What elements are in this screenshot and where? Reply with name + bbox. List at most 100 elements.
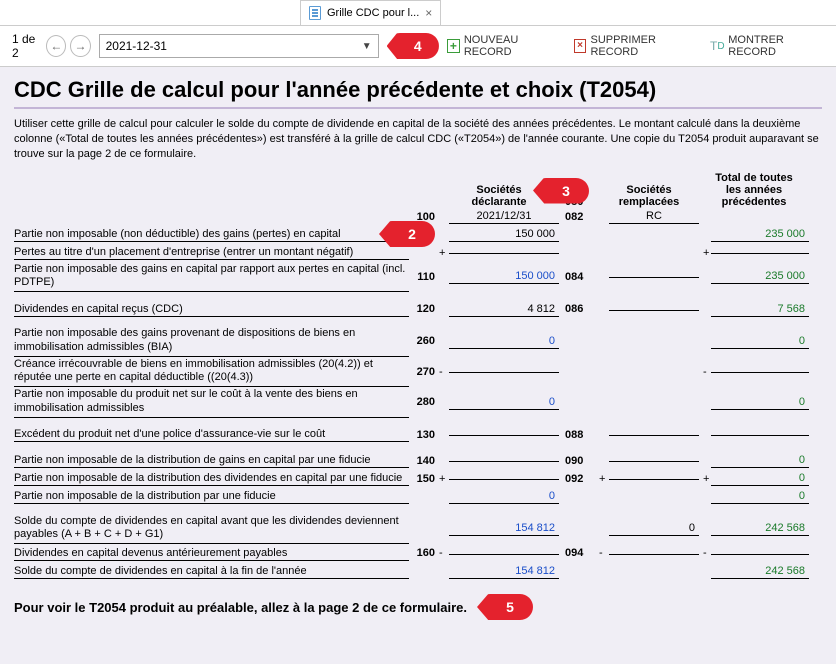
close-icon[interactable]: × — [425, 6, 432, 20]
row-label: Partie non imposable des gains provenant… — [14, 326, 409, 357]
prev-button[interactable]: ← — [46, 35, 66, 57]
value-remplacees[interactable] — [609, 459, 699, 462]
show-icon: TD — [710, 39, 724, 53]
grid-row: Dividendes en capital reçus (CDC)120 4 81… — [14, 300, 822, 318]
val-rc[interactable]: RC — [609, 209, 699, 224]
header-col-remplacees: Sociétés remplacées 3 — [599, 184, 699, 208]
line-code-b: 092 — [559, 473, 599, 485]
grid-row: Partie non imposable de la distribution … — [14, 470, 822, 488]
new-record-button[interactable]: + NOUVEAU RECORD — [447, 34, 560, 58]
line-code-a: 160 — [409, 547, 439, 559]
show-record-button[interactable]: TD MONTRER RECORD — [710, 34, 824, 58]
line-code-b: 084 — [559, 271, 599, 283]
line-code-b: 090 — [559, 455, 599, 467]
value-total[interactable]: 0 — [711, 471, 809, 486]
grid-row: Solde du compte de dividendes en capital… — [14, 514, 822, 545]
value-remplacees[interactable]: 0 — [609, 521, 699, 536]
line-code-a: 260 — [409, 335, 439, 347]
value-remplacees[interactable] — [609, 252, 699, 254]
grid-row: Excédent du produit net d'une police d'a… — [14, 426, 822, 444]
grid-row: Solde du compte de dividendes en capital… — [14, 562, 822, 580]
row-label: Dividendes en capital devenus antérieure… — [14, 546, 409, 561]
next-button[interactable]: → — [70, 35, 90, 57]
code-082: 082 — [565, 211, 583, 223]
value-declarante[interactable]: 150 000 — [449, 269, 559, 284]
line-code-a: 150 — [409, 473, 439, 485]
value-total[interactable]: 235 000 — [711, 269, 809, 284]
row-label: Dividendes en capital reçus (CDC) — [14, 302, 409, 317]
line-code-a: 130 — [409, 429, 439, 441]
value-remplacees[interactable] — [609, 401, 699, 403]
tab-bar: Grille CDC pour l... × — [0, 0, 836, 26]
value-remplacees[interactable] — [609, 496, 699, 498]
row-label: Partie non imposable des gains en capita… — [14, 262, 409, 293]
value-declarante[interactable]: 4 812 — [449, 302, 559, 317]
value-declarante[interactable] — [449, 552, 559, 555]
row-label: Partie non imposable de la distribution … — [14, 471, 409, 486]
grid-row: Partie non imposable des gains provenant… — [14, 326, 822, 357]
value-declarante[interactable]: 0 — [449, 334, 559, 349]
value-remplacees[interactable] — [609, 477, 699, 480]
delete-record-button[interactable]: × SUPPRIMER RECORD — [574, 34, 697, 58]
value-total[interactable] — [711, 552, 809, 555]
value-total[interactable] — [711, 251, 809, 254]
page-title: CDC Grille de calcul pour l'année précéd… — [14, 77, 822, 109]
marker-5: 5 — [477, 594, 533, 620]
toolbar: 1 de 2 ← → 2021-12-31 ▼ 4 + NOUVEAU RECO… — [0, 26, 836, 67]
value-total[interactable]: 0 — [711, 489, 809, 504]
value-remplacees[interactable] — [609, 234, 699, 236]
row-label: Créance irrécouvrable de biens en immobi… — [14, 357, 409, 388]
grid-row: Partie non imposable des gains en capita… — [14, 262, 822, 293]
value-total[interactable]: 242 568 — [711, 564, 809, 579]
value-remplacees[interactable] — [609, 552, 699, 555]
line-code-b: 094 — [559, 547, 599, 559]
value-total[interactable]: 242 568 — [711, 521, 809, 536]
line-code-a: 280 — [409, 396, 439, 408]
line-code-a: 120 — [409, 303, 439, 315]
value-declarante[interactable]: 2150 000 — [449, 227, 559, 242]
value-declarante[interactable]: 0 — [449, 489, 559, 504]
pager: 1 de 2 ← → — [12, 32, 91, 60]
grid-row: Créance irrécouvrable de biens en immobi… — [14, 357, 822, 388]
value-remplacees[interactable] — [609, 308, 699, 311]
value-total[interactable]: 0 — [711, 453, 809, 468]
row-label: Partie non imposable de la distribution … — [14, 453, 409, 468]
pager-label: 1 de 2 — [12, 32, 42, 60]
value-total[interactable]: 0 — [711, 334, 809, 349]
chevron-down-icon: ▼ — [362, 41, 372, 52]
marker-2: 2 — [379, 221, 435, 247]
line-code-a: 140 — [409, 455, 439, 467]
value-total[interactable] — [711, 370, 809, 373]
value-total[interactable]: 0 — [711, 395, 809, 410]
value-remplacees[interactable] — [609, 371, 699, 373]
date-value: 2021-12-31 — [106, 39, 167, 53]
value-total[interactable]: 235 000 — [711, 227, 809, 242]
date-select[interactable]: 2021-12-31 ▼ — [99, 34, 379, 58]
value-declarante[interactable] — [449, 459, 559, 462]
row-label: Solde du compte de dividendes en capital… — [14, 514, 409, 545]
intro-text: Utiliser cette grille de calcul pour cal… — [14, 117, 822, 162]
value-declarante[interactable] — [449, 251, 559, 254]
value-declarante[interactable] — [449, 477, 559, 480]
tab-active[interactable]: Grille CDC pour l... × — [300, 0, 441, 25]
line-code-b: 088 — [559, 429, 599, 441]
line-code-b: 086 — [559, 303, 599, 315]
footnote: Pour voir le T2054 produit au préalable,… — [14, 594, 822, 620]
value-declarante[interactable] — [449, 433, 559, 436]
value-total[interactable]: 7 568 — [711, 302, 809, 317]
value-declarante[interactable] — [449, 370, 559, 373]
grid-row: Partie non imposable du produit net sur … — [14, 387, 822, 418]
val-100[interactable]: 2021/12/31 — [449, 209, 559, 224]
value-remplacees[interactable] — [609, 275, 699, 278]
row-label: Partie non imposable (non déductible) de… — [14, 227, 409, 242]
value-declarante[interactable]: 154 812 — [449, 521, 559, 536]
row-label: Partie non imposable de la distribution … — [14, 489, 409, 504]
value-declarante[interactable]: 154 812 — [449, 564, 559, 579]
value-total[interactable] — [711, 433, 809, 436]
value-declarante[interactable]: 0 — [449, 395, 559, 410]
value-remplacees[interactable] — [609, 340, 699, 342]
value-remplacees[interactable] — [609, 570, 699, 572]
value-remplacees[interactable] — [609, 433, 699, 436]
delete-icon: × — [574, 39, 587, 53]
row-label: Partie non imposable du produit net sur … — [14, 387, 409, 418]
